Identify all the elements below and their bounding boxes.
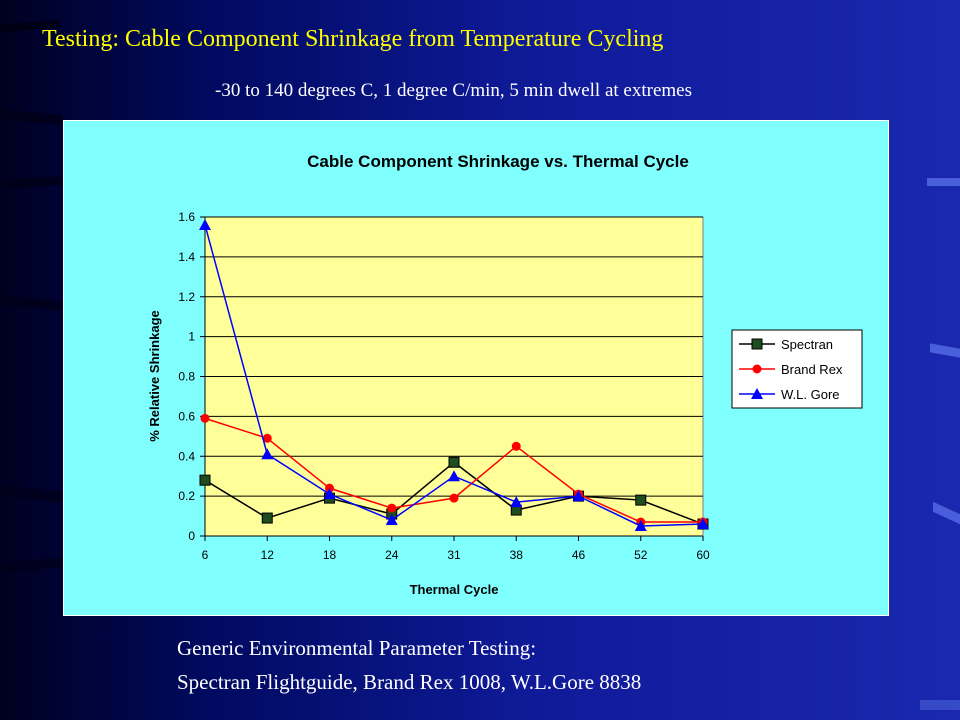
- legend-label: W.L. Gore: [781, 387, 840, 402]
- data-point: [261, 448, 274, 460]
- shrinkage-chart: Cable Component Shrinkage vs. Thermal Cy…: [147, 152, 863, 597]
- background-streak: [0, 176, 62, 189]
- y-tick-label: 0.8: [178, 370, 195, 384]
- chart-title: Cable Component Shrinkage vs. Thermal Cy…: [307, 152, 689, 171]
- y-tick-label: 0.4: [178, 449, 195, 463]
- background-streak: [0, 108, 62, 126]
- background-streak: [933, 501, 960, 525]
- data-series: [199, 218, 709, 532]
- data-point: [635, 494, 647, 506]
- data-point: [697, 518, 709, 530]
- y-tick-label: 0.6: [178, 409, 195, 423]
- grid-lines: [205, 216, 703, 497]
- background-streak: [920, 700, 960, 710]
- data-point: [572, 490, 585, 502]
- legend-marker: [751, 388, 763, 399]
- y-tick-label: 0: [188, 529, 195, 543]
- x-tick-labels: 6 12 18 24 31 38 46 52 60: [202, 548, 710, 562]
- x-tick-label: 24: [385, 548, 399, 562]
- series-w-l-gore: [199, 218, 709, 532]
- axes: [200, 216, 704, 541]
- legend-label: Brand Rex: [781, 362, 843, 377]
- y-tick-label: 1.2: [178, 290, 195, 304]
- x-tick-label: 12: [261, 548, 275, 562]
- background-streak: [0, 484, 62, 503]
- legend-marker: [752, 364, 762, 374]
- y-tick-label: 1: [188, 330, 195, 344]
- data-point: [199, 474, 211, 486]
- y-tick-label: 1.4: [178, 250, 195, 264]
- legend-item-w-l-gore: W.L. Gore: [739, 387, 840, 402]
- data-point: [199, 218, 211, 230]
- data-point: [200, 413, 210, 423]
- data-point: [448, 456, 460, 468]
- y-tick-label: 1.6: [178, 210, 195, 224]
- data-point: [387, 503, 397, 513]
- x-tick-label: 18: [323, 548, 337, 562]
- y-tick-labels: 0 0.2 0.4 0.6 0.8 1 1.2 1.4 1.6: [178, 210, 195, 543]
- legend-item-spectran: Spectran: [739, 337, 833, 352]
- footer-line-2: Spectran Flightguide, Brand Rex 1008, W.…: [177, 670, 642, 694]
- data-point: [323, 488, 336, 500]
- legend-marker: [751, 338, 763, 350]
- background-streak: [927, 178, 960, 186]
- data-point: [634, 520, 647, 532]
- y-tick-label: 0.2: [178, 489, 195, 503]
- x-tick-label: 6: [202, 548, 209, 562]
- slide-subtitle: -30 to 140 degrees C, 1 degree C/min, 5 …: [215, 80, 692, 101]
- data-point: [449, 493, 459, 503]
- data-point: [262, 433, 272, 443]
- x-tick-label: 38: [510, 548, 524, 562]
- background-streak: [0, 557, 62, 573]
- y-axis-label: % Relative Shrinkage: [147, 310, 162, 442]
- x-tick-label: 60: [696, 548, 710, 562]
- background-streak: [0, 295, 62, 311]
- data-point: [511, 441, 521, 451]
- x-tick-label: 31: [447, 548, 461, 562]
- chart-legend: Spectran Brand Rex W.L. Gore: [731, 329, 863, 409]
- chart-panel: Cable Component Shrinkage vs. Thermal Cy…: [63, 120, 889, 616]
- legend-label: Spectran: [781, 337, 833, 352]
- x-tick-label: 52: [634, 548, 648, 562]
- x-axis-label: Thermal Cycle: [410, 582, 499, 597]
- legend-item-brand-rex: Brand Rex: [739, 362, 843, 377]
- data-point: [510, 496, 523, 508]
- data-point: [261, 512, 273, 524]
- x-tick-label: 46: [572, 548, 586, 562]
- slide-title: Testing: Cable Component Shrinkage from …: [42, 26, 664, 52]
- data-point: [385, 514, 398, 526]
- background-streak: [930, 343, 960, 358]
- data-point: [448, 470, 460, 482]
- footer-line-1: Generic Environmental Parameter Testing:: [177, 636, 537, 660]
